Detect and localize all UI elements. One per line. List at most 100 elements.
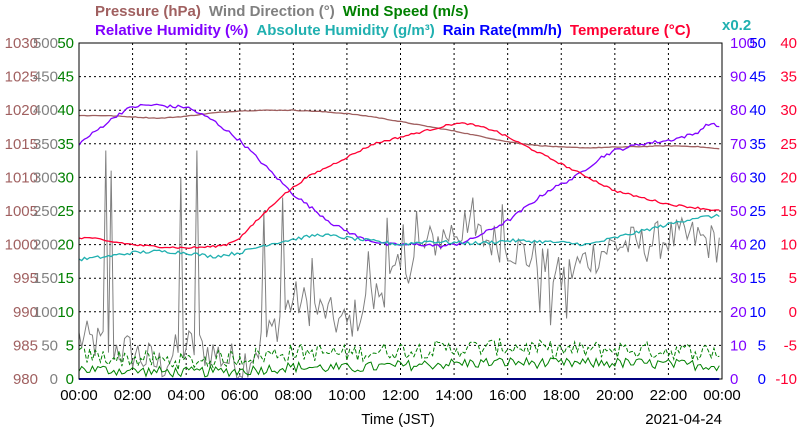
x-tick-label: 20:00	[596, 387, 634, 404]
left-axes: 1030102510201015101010051000995990985980…	[5, 35, 74, 388]
rain-rate-tick-label: 10	[749, 304, 766, 321]
rain-rate-tick-label: 0	[758, 371, 766, 388]
series-pressure	[78, 109, 720, 150]
x-tick-label: 16:00	[489, 387, 527, 404]
rain-rate-tick-label: 25	[749, 203, 766, 220]
rain-scale-note: x0.2	[722, 17, 751, 34]
series-relative-humidity	[78, 103, 720, 249]
series-wind-direction	[78, 150, 720, 381]
chart-grid	[79, 43, 722, 379]
x-tick-label: 00:00	[60, 387, 98, 404]
pressure-tick-label: 995	[13, 270, 38, 287]
pressure-tick-label: 1025	[5, 69, 38, 86]
wind-speed-tick-label: 30	[57, 169, 74, 186]
x-tick-label: 04:00	[167, 387, 205, 404]
rain-rate-tick-label: 5	[758, 337, 766, 354]
temperature-tick-label: 30	[780, 102, 797, 119]
rain-rate-tick-label: 15	[749, 270, 766, 287]
temperature-tick-label: 35	[780, 69, 797, 86]
date-label: 2021-04-24	[645, 411, 722, 428]
plot-frame	[78, 42, 723, 380]
relative-humidity-tick-label: 0	[730, 371, 738, 388]
x-tick-label: 00:00	[703, 387, 741, 404]
wind-direction-tick-label: 400	[33, 102, 58, 119]
legend-pressure: Pressure (hPa)	[95, 3, 201, 20]
relative-humidity-tick-label: 10	[730, 337, 747, 354]
rain-rate-tick-label: 45	[749, 69, 766, 86]
x-tick-label: 08:00	[275, 387, 313, 404]
temperature-tick-label: 15	[780, 203, 797, 220]
series-temperature	[78, 122, 720, 249]
temperature-tick-label: 40	[780, 35, 797, 52]
legend-relative-humidity: Relative Humidity (%)	[95, 22, 248, 39]
rain-rate-tick-label: 30	[749, 169, 766, 186]
legend-wind-speed: Wind Speed (m/s)	[343, 3, 469, 20]
relative-humidity-tick-label: 30	[730, 270, 747, 287]
right-axes: 1009080706050403020100504540353025201510…	[730, 35, 797, 388]
wind-direction-tick-label: 0	[50, 371, 58, 388]
series-wind-speed	[78, 356, 720, 378]
legend-absolute-humidity: Absolute Humidity (g/m³)	[256, 22, 434, 39]
legend-rain-rate: Rain Rate(mm/h)	[443, 22, 562, 39]
pressure-tick-label: 1030	[5, 35, 38, 52]
pressure-tick-label: 1005	[5, 203, 38, 220]
wind-direction-tick-label: 450	[33, 69, 58, 86]
temperature-tick-label: 5	[789, 270, 797, 287]
pressure-tick-label: 980	[13, 371, 38, 388]
x-tick-label: 22:00	[650, 387, 688, 404]
temperature-tick-label: -10	[775, 371, 797, 388]
wind-direction-tick-label: 350	[33, 136, 58, 153]
relative-humidity-tick-label: 20	[730, 304, 747, 321]
series-absolute-humidity	[78, 213, 720, 262]
pressure-tick-label: 1020	[5, 102, 38, 119]
temperature-tick-label: 25	[780, 136, 797, 153]
pressure-tick-label: 985	[13, 337, 38, 354]
wind-direction-tick-label: 150	[33, 270, 58, 287]
wind-direction-tick-label: 50	[41, 337, 58, 354]
temperature-tick-label: 20	[780, 169, 797, 186]
x-axis: 00:00 02:00 04:00 06:00 08:00 10:00 12:00 14:00…	[60, 387, 741, 404]
wind-direction-tick-label: 200	[33, 237, 58, 254]
relative-humidity-tick-label: 90	[730, 69, 747, 86]
relative-humidity-tick-label: 60	[730, 169, 747, 186]
series-wind-gust	[78, 338, 720, 370]
x-tick-label: 12:00	[382, 387, 420, 404]
rain-rate-tick-label: 50	[749, 35, 766, 52]
wind-direction-tick-label: 500	[33, 35, 58, 52]
wind-speed-tick-label: 15	[57, 270, 74, 287]
wind-direction-tick-label: 300	[33, 169, 58, 186]
x-tick-label: 10:00	[328, 387, 366, 404]
wind-speed-tick-label: 25	[57, 203, 74, 220]
wind-direction-tick-label: 250	[33, 203, 58, 220]
wind-speed-tick-label: 45	[57, 69, 74, 86]
temperature-tick-label: 0	[789, 304, 797, 321]
relative-humidity-tick-label: 80	[730, 102, 747, 119]
rain-rate-tick-label: 40	[749, 102, 766, 119]
legend-temperature: Temperature (°C)	[570, 22, 691, 39]
pressure-tick-label: 1010	[5, 169, 38, 186]
relative-humidity-tick-label: 70	[730, 136, 747, 153]
wind-direction-tick-label: 100	[33, 304, 58, 321]
x-tick-label: 18:00	[542, 387, 580, 404]
wind-speed-tick-label: 5	[66, 337, 74, 354]
rain-rate-tick-label: 20	[749, 237, 766, 254]
wind-speed-tick-label: 10	[57, 304, 74, 321]
x-axis-title: Time (JST)	[361, 411, 435, 428]
x-tick-label: 14:00	[435, 387, 473, 404]
temperature-tick-label: 10	[780, 237, 797, 254]
wind-speed-tick-label: 40	[57, 102, 74, 119]
chart-legend: Pressure (hPa) Wind Direction (°) Wind Spe…	[95, 3, 751, 39]
pressure-tick-label: 1015	[5, 136, 38, 153]
x-tick-label: 06:00	[221, 387, 259, 404]
relative-humidity-tick-label: 40	[730, 237, 747, 254]
relative-humidity-tick-label: 50	[730, 203, 747, 220]
relative-humidity-tick-label: 100	[730, 35, 755, 52]
wind-speed-tick-label: 35	[57, 136, 74, 153]
wind-speed-tick-label: 50	[57, 35, 74, 52]
x-tick-label: 02:00	[114, 387, 152, 404]
legend-wind-direction: Wind Direction (°)	[209, 3, 335, 20]
temperature-tick-label: -5	[784, 337, 797, 354]
rain-rate-tick-label: 35	[749, 136, 766, 153]
wind-speed-tick-label: 20	[57, 237, 74, 254]
